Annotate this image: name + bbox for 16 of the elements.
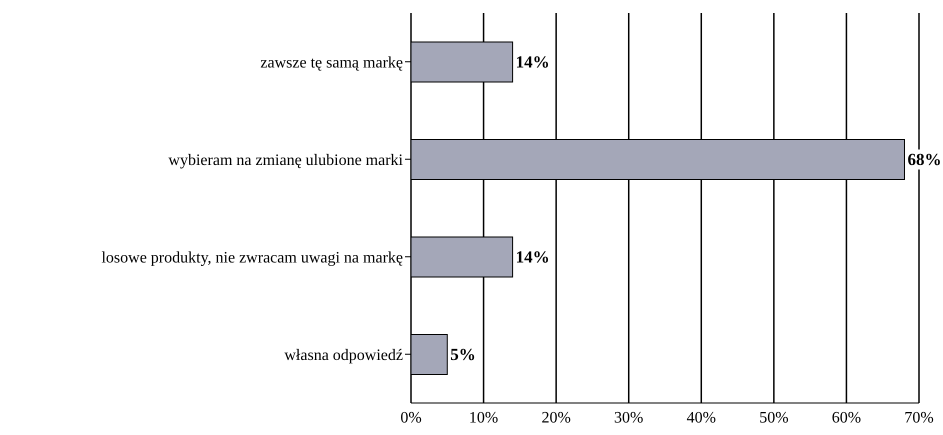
data-label: 14% <box>516 52 550 72</box>
y-tick-label: losowe produkty, nie zwracam uwagi na markę <box>101 249 403 266</box>
data-label: 14% <box>516 248 550 266</box>
data-label: 68% <box>907 150 942 169</box>
x-tick-label: 30% <box>614 409 644 426</box>
x-tick-label: 50% <box>759 409 789 426</box>
data-label: 5% <box>450 345 476 364</box>
x-tick-label: 0% <box>400 409 422 426</box>
x-tick-label: 40% <box>686 409 716 426</box>
y-tick-label: zawsze tę samą markę <box>260 54 403 72</box>
y-tick-label: wybieram na zmianę ulubione marki <box>168 152 404 169</box>
x-tick-label: 70% <box>904 409 934 426</box>
y-tick-label: własna odpowiedź <box>284 346 403 364</box>
x-tick-label: 60% <box>832 409 862 426</box>
x-tick-label: 20% <box>541 409 571 426</box>
x-tick-label: 10% <box>468 409 498 426</box>
